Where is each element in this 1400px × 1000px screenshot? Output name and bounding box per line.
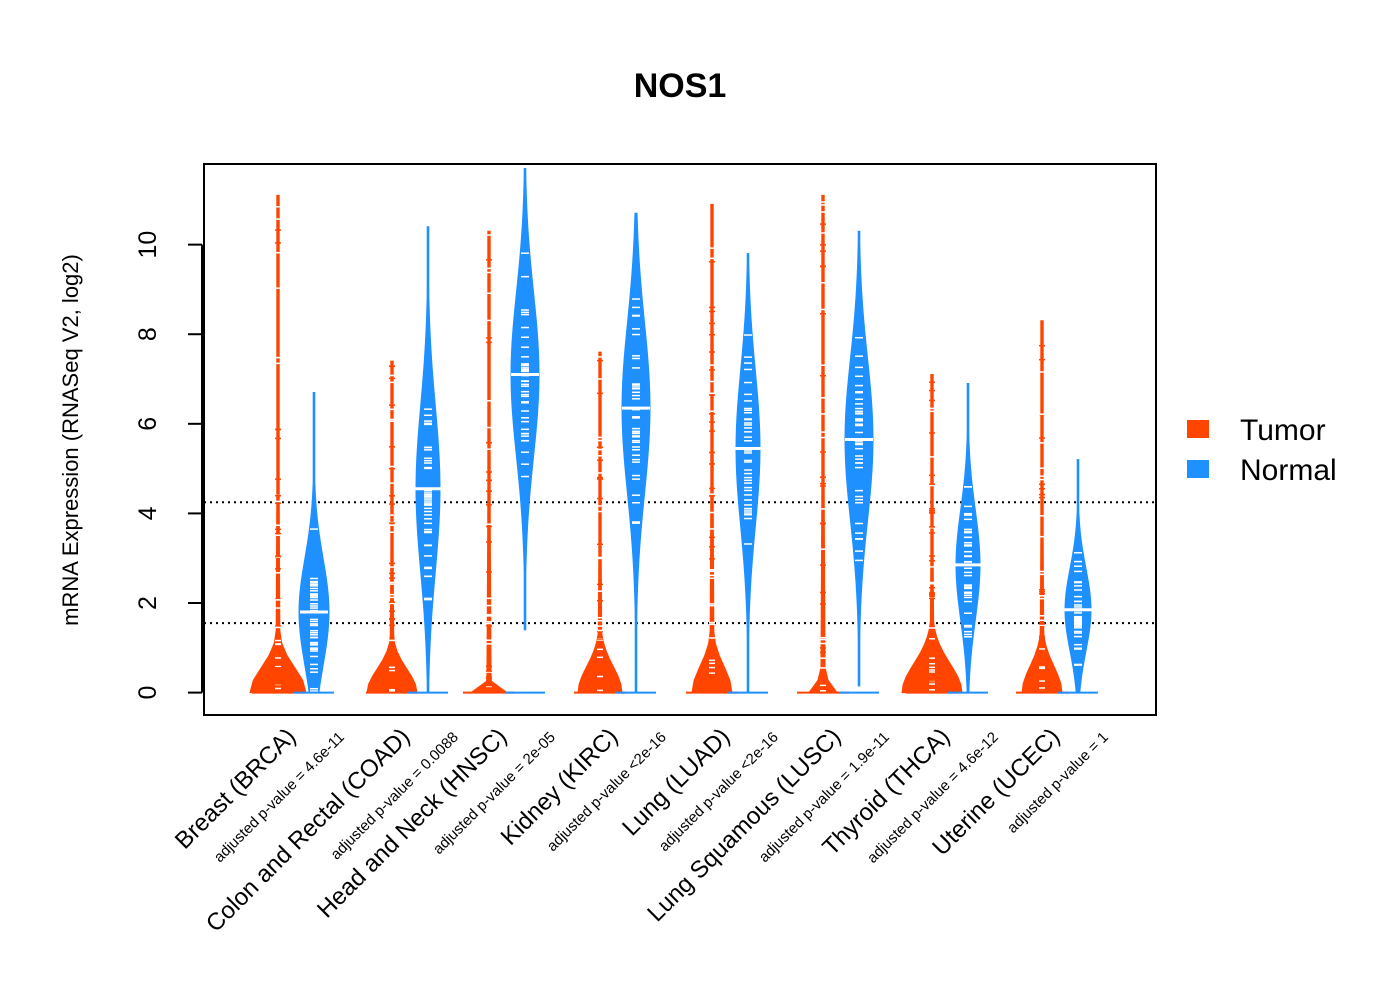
y-tick-label-4: 4 <box>134 506 162 520</box>
chart-title: NOS1 <box>634 67 727 105</box>
normal-violin-2 <box>510 167 540 631</box>
tumor-violin-7 <box>1021 320 1063 694</box>
normal-violin-0 <box>298 391 330 694</box>
legend-label-normal: Normal <box>1240 454 1337 487</box>
x-axis-labels: Breast (BRCA)adjusted p-value = 4.6e-11C… <box>170 723 1112 937</box>
normal-violin-7 <box>1064 459 1092 694</box>
normal-violin-1 <box>415 226 441 694</box>
y-tick-label-10: 10 <box>134 231 162 259</box>
legend-label-tumor: Tumor <box>1240 414 1326 447</box>
tumor-violin-4 <box>691 203 733 694</box>
tumor-violin-2 <box>469 230 509 694</box>
normal-violin-3 <box>621 212 651 694</box>
tumor-violin-0 <box>249 194 307 694</box>
y-axis-label: mRNA Expression (RNASeq V2, log2) <box>58 254 83 626</box>
category-label-2: Head and Neck (HNSC) <box>312 723 512 923</box>
y-tick-label-0: 0 <box>134 686 162 700</box>
legend: Tumor Normal <box>1187 414 1337 487</box>
legend-swatch-normal <box>1187 460 1209 478</box>
tumor-violin-5 <box>808 194 838 694</box>
plot-area <box>204 167 1156 694</box>
y-tick-label-2: 2 <box>134 596 162 610</box>
plot-frame <box>203 163 1157 716</box>
tumor-violin-1 <box>366 360 418 694</box>
y-tick-label-6: 6 <box>134 417 162 431</box>
y-tick-label-8: 8 <box>134 327 162 341</box>
tumor-violin-3 <box>577 351 623 694</box>
legend-swatch-tumor <box>1187 420 1209 438</box>
y-axis: 0 2 4 6 8 10 <box>134 231 203 700</box>
